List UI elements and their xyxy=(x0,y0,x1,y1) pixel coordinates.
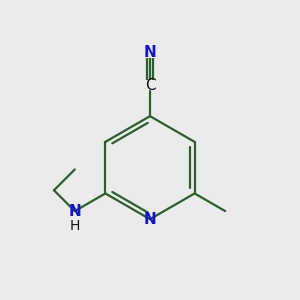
Text: N: N xyxy=(68,204,81,219)
Text: N: N xyxy=(144,212,156,227)
Text: N: N xyxy=(144,45,156,60)
Text: C: C xyxy=(145,78,155,93)
Text: H: H xyxy=(70,219,80,233)
